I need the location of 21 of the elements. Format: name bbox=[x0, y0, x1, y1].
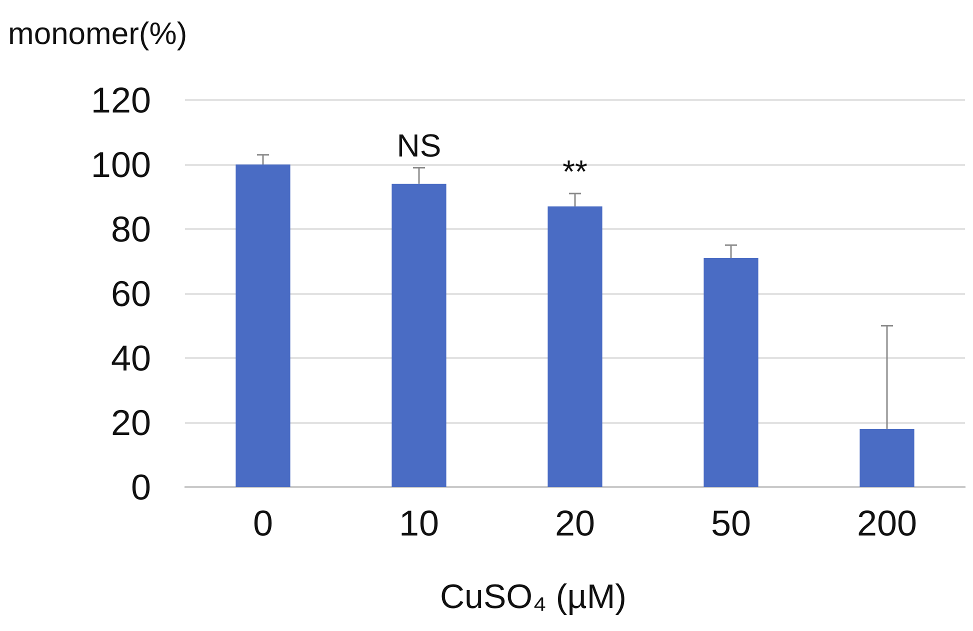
y-axis-title: monomer(%) bbox=[8, 16, 188, 51]
annotation: ** bbox=[562, 154, 588, 190]
x-tick-label: 10 bbox=[398, 502, 440, 544]
bar bbox=[392, 184, 446, 487]
bar bbox=[548, 206, 602, 487]
y-tick-label: 80 bbox=[110, 208, 151, 250]
bar bbox=[704, 258, 758, 487]
y-tick-label: 100 bbox=[90, 144, 151, 185]
bar bbox=[236, 164, 290, 487]
x-axis-title: CuSO₄ (µM) bbox=[440, 578, 626, 616]
bar bbox=[860, 428, 914, 487]
y-tick-label: 120 bbox=[90, 80, 151, 120]
y-tick-label: 40 bbox=[110, 338, 151, 378]
x-tick-label: 0 bbox=[252, 502, 274, 544]
x-tick-label: 50 bbox=[710, 502, 752, 544]
y-tick-label: 20 bbox=[110, 402, 151, 443]
y-tick-label: 0 bbox=[130, 466, 151, 508]
x-tick-label: 200 bbox=[856, 502, 918, 544]
y-tick-label: 60 bbox=[110, 273, 151, 314]
x-tick-label: 20 bbox=[554, 502, 596, 544]
annotation: NS bbox=[396, 128, 442, 164]
